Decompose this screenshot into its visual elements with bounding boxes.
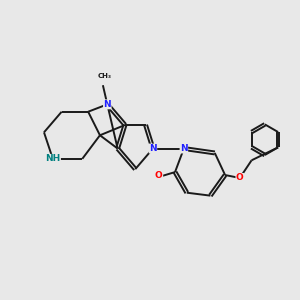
Text: N: N xyxy=(149,144,157,153)
Text: N: N xyxy=(180,144,188,153)
Text: O: O xyxy=(236,173,244,182)
Text: O: O xyxy=(155,170,163,179)
Text: CH₃: CH₃ xyxy=(98,74,111,80)
Text: NH: NH xyxy=(45,154,61,163)
Text: N: N xyxy=(103,100,111,109)
